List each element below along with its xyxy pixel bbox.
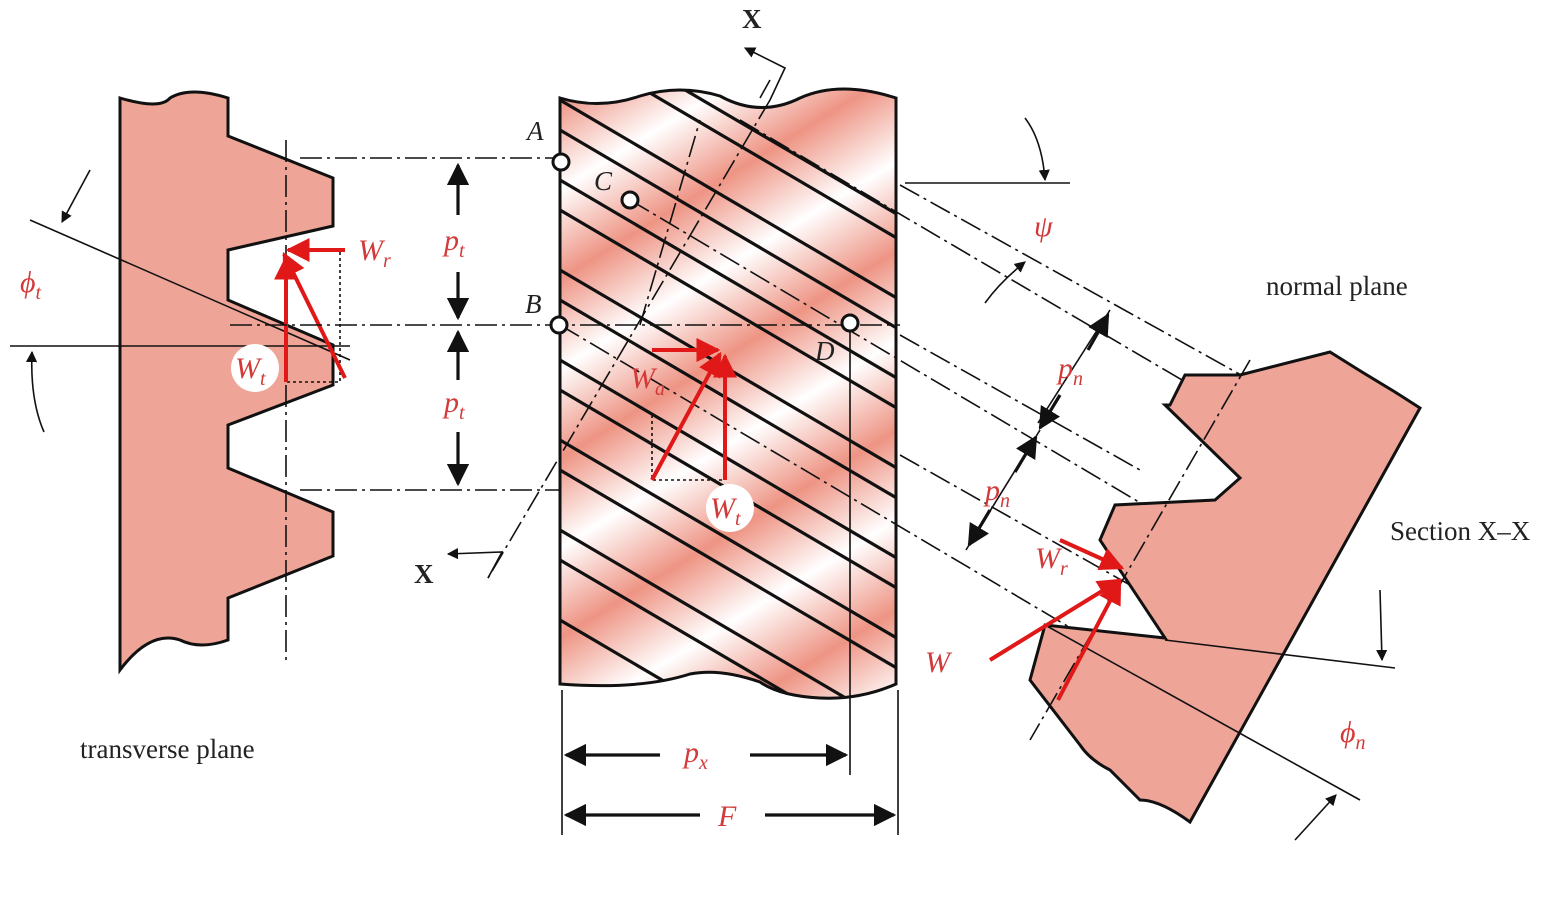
point-a-label: A xyxy=(525,116,544,146)
phi-n-line xyxy=(1044,624,1361,801)
wr-right-label: Wr xyxy=(1035,542,1068,580)
point-a-marker xyxy=(551,152,571,172)
wt-left-badge xyxy=(231,344,279,392)
wr-right-arrow xyxy=(1059,538,1125,571)
section-arrow-top xyxy=(743,47,787,101)
w-center-arrow xyxy=(650,351,722,481)
phi-n-arrow-top xyxy=(1376,589,1388,662)
transverse-plane-gear xyxy=(118,90,335,675)
point-b-marker xyxy=(549,315,569,335)
w-label: W xyxy=(925,646,953,679)
section-line xyxy=(487,99,771,579)
section-x-top: X xyxy=(742,4,762,34)
left-force-construction xyxy=(286,252,341,383)
helix-axis-a xyxy=(639,119,701,326)
rack-outline xyxy=(558,87,898,700)
point-d-marker xyxy=(840,313,860,333)
phi-t-line xyxy=(29,219,351,361)
normal-section-gear xyxy=(1028,350,1422,825)
w-right-arrow xyxy=(988,578,1123,662)
helical-rack-body xyxy=(560,89,896,699)
pn-lower-dim-bottom xyxy=(967,509,992,547)
section-centerline xyxy=(1029,359,1251,741)
pt-lower-label: pt xyxy=(442,386,465,424)
px-label: px xyxy=(682,736,708,774)
pn-upper-dim-bottom xyxy=(1038,394,1062,430)
point-b-label: B xyxy=(525,289,542,319)
phi-n-label: ϕn xyxy=(1340,716,1366,754)
normal-plane-label: normal plane xyxy=(1266,271,1408,301)
pn-upper-label: pn xyxy=(1056,352,1083,390)
normal-pitch-line-1 xyxy=(899,184,1251,381)
normal-pitch-line-2 xyxy=(899,334,1141,471)
phi-t-arrow-top xyxy=(61,169,91,223)
helix-centerline-b xyxy=(559,324,1151,676)
section-label: Section X–X xyxy=(1390,516,1531,546)
pn-lower-label: pn xyxy=(983,474,1010,512)
wt-left-label: Wt xyxy=(235,352,266,390)
w-left-arrow xyxy=(282,251,347,379)
point-c-marker xyxy=(620,190,640,210)
pt-upper-label: pt xyxy=(442,224,465,262)
wt-center-badge xyxy=(706,484,754,532)
psi-label: ψ xyxy=(1034,210,1054,243)
phi-n-horizontal xyxy=(1164,639,1396,669)
section-x-bottom: X xyxy=(414,559,434,589)
psi-arrow-top xyxy=(1024,117,1050,182)
phi-n-arrow-bottom xyxy=(1294,794,1337,841)
wr-left-label: Wr xyxy=(358,234,391,272)
helix-centerline-top xyxy=(739,119,1251,421)
point-c-label: C xyxy=(594,166,613,196)
wa-label: Wa xyxy=(630,362,665,400)
section-arrow-bottom xyxy=(446,548,504,579)
f-label: F xyxy=(717,800,737,833)
pn-lower-dim-top xyxy=(1013,435,1038,473)
section-tick xyxy=(759,79,771,99)
pn-upper-dim-top xyxy=(1086,313,1110,351)
phi-t-arrow-bottom xyxy=(25,350,45,433)
w-right-alt-arrow xyxy=(1056,579,1122,701)
point-d-label: D xyxy=(814,336,835,366)
psi-arrow-bottom xyxy=(984,261,1026,304)
wt-center-label: Wt xyxy=(710,492,741,530)
phi-t-label: ϕt xyxy=(20,266,42,304)
transverse-plane-label: transverse plane xyxy=(80,734,255,764)
normal-pitch-line-3 xyxy=(899,454,1131,586)
pn-upper-line xyxy=(1037,309,1111,424)
